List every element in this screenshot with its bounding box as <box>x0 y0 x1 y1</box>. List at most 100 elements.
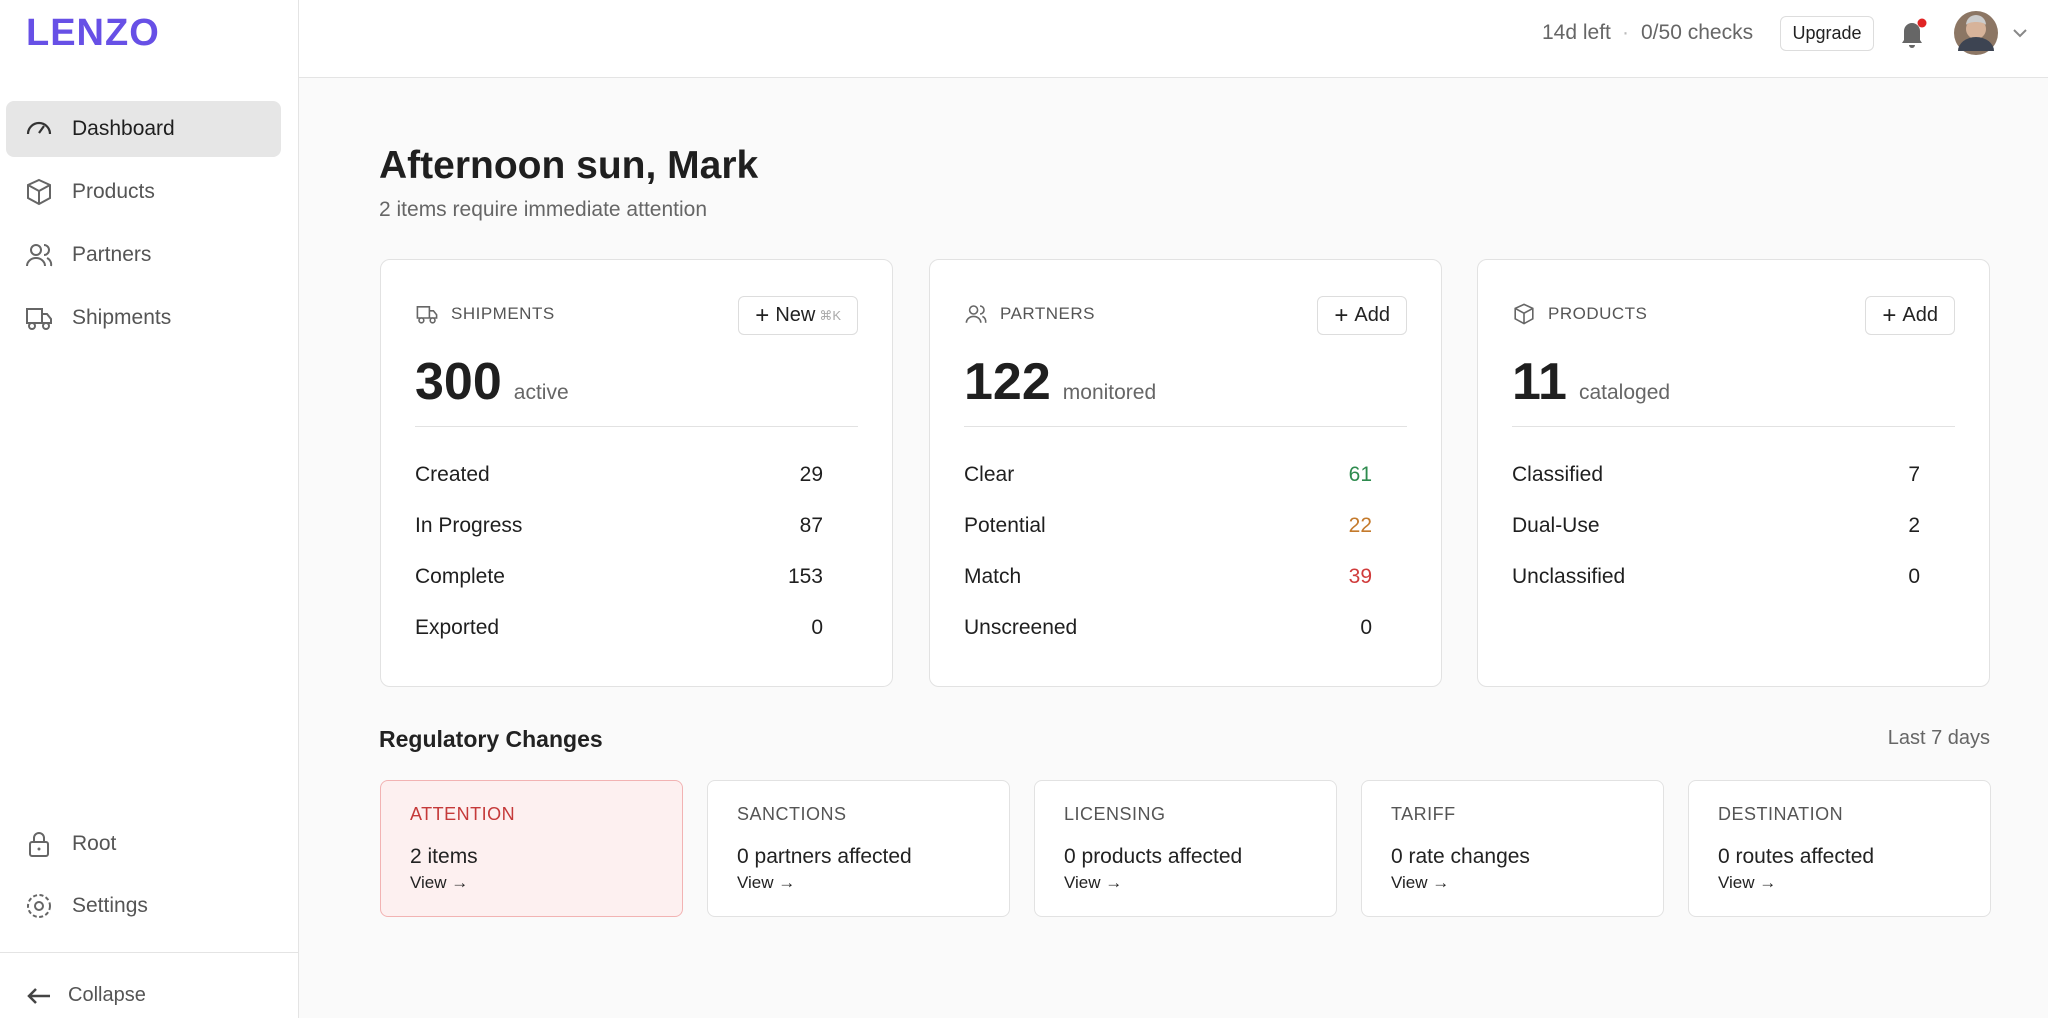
stat-row: Match 39 <box>964 562 1372 592</box>
card-label-text: PRODUCTS <box>1548 304 1648 323</box>
stat-row: Dual-Use 2 <box>1512 511 1920 541</box>
user-menu[interactable] <box>1954 11 2034 57</box>
view-link[interactable]: View → <box>1718 873 1777 892</box>
sidebar-divider <box>0 952 299 953</box>
regulatory-card: SANCTIONS 0 partners affected View → <box>707 780 1010 917</box>
card-count: 11 cataloged <box>1512 352 1670 412</box>
upgrade-button[interactable]: Upgrade <box>1780 16 1874 51</box>
view-link[interactable]: View → <box>1391 873 1450 892</box>
icon <box>416 306 438 324</box>
button-label: New <box>775 304 816 326</box>
regulatory-label: TARIFF <box>1391 804 1456 824</box>
icon <box>1514 303 1534 325</box>
icon <box>29 832 49 857</box>
sidebar: LENZO Collapse Dashboard Products Partners… <box>0 0 299 1018</box>
regulatory-card: LICENSING 0 products affected View → <box>1034 780 1337 917</box>
collapse-label: Collapse <box>68 984 146 1006</box>
notifications-button[interactable] <box>1898 18 1928 50</box>
regulatory-summary: 0 products affected <box>1064 845 1243 868</box>
stat-label: Potential <box>964 514 1046 537</box>
plus-icon: + <box>1334 301 1349 329</box>
stat-row: In Progress 87 <box>415 511 823 541</box>
period-label: Last 7 days <box>1887 727 1990 749</box>
stat-row: Unclassified 0 <box>1512 562 1920 592</box>
regulatory-summary: 2 items <box>410 845 478 868</box>
nav-item[interactable]: Dashboard <box>6 101 281 157</box>
nav-item[interactable]: Products <box>6 164 281 220</box>
view-link[interactable]: View → <box>1064 873 1123 892</box>
count-unit: monitored <box>1062 381 1157 404</box>
card-label: PARTNERS <box>964 302 1095 326</box>
collapse-button[interactable]: Collapse <box>26 984 146 1007</box>
nav-label: Settings <box>72 894 148 917</box>
stat-value: 2 <box>1908 514 1920 537</box>
regulatory-summary: 0 partners affected <box>737 845 912 868</box>
icon <box>26 244 53 267</box>
count-unit: cataloged <box>1578 381 1671 404</box>
stat-value: 0 <box>811 616 823 639</box>
summary-card: PRODUCTS + Add 11 cataloged Classified 7 Dual-U… <box>1477 259 1990 687</box>
stat-label: Complete <box>415 565 505 588</box>
checks-usage: 0/50 checks <box>1641 21 1754 44</box>
regulatory-label: ATTENTION <box>410 804 516 824</box>
stat-label: Exported <box>415 616 500 639</box>
card-divider <box>964 426 1407 427</box>
stat-value: 39 <box>1348 565 1372 588</box>
stat-row: Unscreened 0 <box>964 613 1372 643</box>
button-label: Add <box>1354 304 1390 326</box>
icon <box>27 178 51 206</box>
count-unit: active <box>513 381 569 404</box>
nav-item[interactable]: Shipments <box>6 290 281 346</box>
card-action-button[interactable]: + Add <box>1317 296 1407 335</box>
card-count: 122 monitored <box>964 352 1156 412</box>
card-action-button[interactable]: + New ⌘K <box>738 296 858 335</box>
stat-value: 61 <box>1348 463 1372 486</box>
regulatory-card: TARIFF 0 rate changes View → <box>1361 780 1664 917</box>
count-value: 300 <box>415 353 502 411</box>
stat-label: Created <box>415 463 490 486</box>
card-label-text: SHIPMENTS <box>451 304 555 323</box>
icon <box>26 308 52 330</box>
stat-value: 153 <box>787 565 823 588</box>
nav-label: Partners <box>72 243 152 266</box>
stat-label: Unclassified <box>1512 565 1626 588</box>
count-value: 11 <box>1512 353 1567 411</box>
logo[interactable]: LENZO <box>26 12 160 54</box>
card-divider <box>415 426 858 427</box>
stat-value: 7 <box>1908 463 1920 486</box>
card-count: 300 active <box>415 352 569 412</box>
regulatory-summary: 0 routes affected <box>1718 845 1875 868</box>
nav-label: Shipments <box>72 306 172 329</box>
subtitle: 2 items require immediate attention <box>379 198 707 221</box>
stat-value: 0 <box>1360 616 1372 639</box>
trial-remaining: 14d left <box>1542 21 1611 44</box>
stat-label: In Progress <box>415 514 523 537</box>
view-link[interactable]: View → <box>737 873 796 892</box>
greeting: Afternoon sun, Mark <box>379 144 759 187</box>
nav-item[interactable]: Root <box>6 816 281 872</box>
icon <box>965 305 987 323</box>
card-action-button[interactable]: + Add <box>1865 296 1955 335</box>
topbar <box>299 0 2048 78</box>
card-divider <box>1512 426 1955 427</box>
stat-value: 0 <box>1908 565 1920 588</box>
view-link[interactable]: View → <box>410 873 469 892</box>
summary-card: SHIPMENTS + New ⌘K 300 active Created 29 In Prog… <box>380 259 893 687</box>
nav-item[interactable]: Settings <box>6 878 281 934</box>
stat-value: 29 <box>799 463 823 486</box>
stat-value: 22 <box>1348 514 1372 537</box>
section-title: Regulatory Changes <box>379 726 603 752</box>
regulatory-card: DESTINATION 0 routes affected View → <box>1688 780 1991 917</box>
plus-icon: + <box>1882 301 1897 329</box>
regulatory-label: SANCTIONS <box>737 804 847 824</box>
nav-item[interactable]: Partners <box>6 227 281 283</box>
card-label: SHIPMENTS <box>415 302 555 326</box>
icon <box>26 121 52 135</box>
stat-row: Created 29 <box>415 460 823 490</box>
card-label: PRODUCTS <box>1512 302 1647 326</box>
nav-label: Products <box>72 180 155 203</box>
regulatory-summary: 0 rate changes <box>1391 845 1530 868</box>
icon <box>27 894 51 918</box>
collapse-icon <box>27 987 50 1004</box>
